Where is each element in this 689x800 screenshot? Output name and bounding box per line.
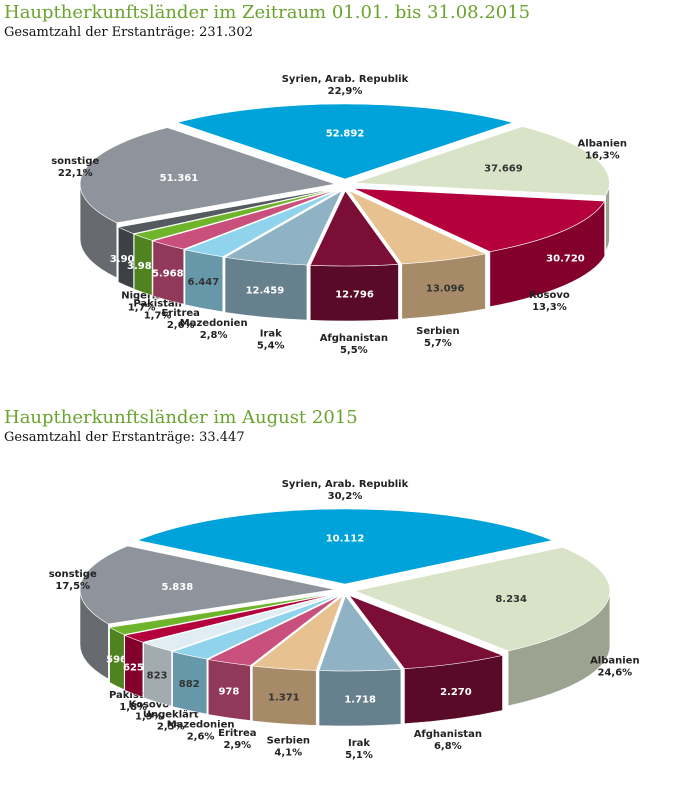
value-label: 3.988 <box>127 261 159 272</box>
category-label: Eritrea <box>218 728 256 739</box>
category-label: Eritrea <box>161 308 199 319</box>
slice <box>207 595 341 666</box>
value-label: 5.968 <box>152 269 184 280</box>
category-label: Serbien <box>416 326 459 337</box>
share-label: 22,1% <box>58 168 93 179</box>
value-label: 30.720 <box>546 253 585 264</box>
slice <box>318 595 402 672</box>
share-label: 2,5% <box>157 721 185 732</box>
slice <box>353 546 611 652</box>
category-label: sonstige <box>51 156 99 167</box>
category-label: Kosovo <box>129 699 170 710</box>
value-label: 882 <box>179 679 200 690</box>
value-label: 6.447 <box>188 277 220 288</box>
category-label: Syrien, Arab. Republik <box>282 74 409 85</box>
value-label: 37.669 <box>484 163 523 174</box>
category-label: Syrien, Arab. Republik <box>282 479 409 490</box>
chart-subtitle: Gesamtzahl der Erstanträge: 231.302 <box>4 25 253 40</box>
value-label: 1.718 <box>344 694 376 705</box>
slice <box>79 545 336 625</box>
share-label: 2,9% <box>223 740 251 751</box>
value-label: 10.112 <box>326 534 365 545</box>
category-label: Afghanistan <box>320 333 388 344</box>
category-label: Afghanistan <box>414 729 482 740</box>
chart-title: Hauptherkunftsländer im Zeitraum 01.01. … <box>4 2 530 23</box>
slice <box>353 188 606 252</box>
share-label: 30,2% <box>328 491 363 502</box>
share-label: 5,1% <box>345 750 373 761</box>
value-label: 596 <box>106 655 127 666</box>
slice <box>348 594 504 669</box>
slice <box>151 189 339 250</box>
share-label: 6,8% <box>434 741 462 752</box>
category-label: Mazedonien <box>167 719 235 730</box>
value-label: 978 <box>218 686 239 697</box>
slice <box>171 594 340 660</box>
category-label: Irak <box>260 328 282 339</box>
slice <box>184 189 340 258</box>
share-label: 1,9% <box>135 711 163 722</box>
slice <box>309 190 400 267</box>
category-label: Serbien <box>267 735 310 746</box>
slice <box>347 189 487 265</box>
chart-subtitle: Gesamtzahl der Erstanträge: 33.447 <box>4 430 245 445</box>
share-label: 5,7% <box>424 338 452 349</box>
share-label: 22,9% <box>328 86 363 97</box>
category-label: Pakistan <box>133 299 182 310</box>
slice <box>251 594 344 671</box>
category-label: sonstige <box>49 569 97 580</box>
slice <box>136 508 554 585</box>
category-label: Nigeria <box>121 290 162 301</box>
share-label: 5,4% <box>257 340 285 351</box>
slice <box>176 103 514 180</box>
value-label: 51.361 <box>160 173 199 184</box>
value-label: 12.459 <box>246 286 285 297</box>
value-label: 52.892 <box>326 129 365 140</box>
value-label: 5.838 <box>162 582 194 593</box>
value-label: 823 <box>147 671 168 682</box>
slice <box>224 189 343 266</box>
value-label: 13.096 <box>426 283 465 294</box>
slice <box>108 592 337 635</box>
slice <box>133 188 338 241</box>
share-label: 4,1% <box>274 747 302 758</box>
slice <box>123 593 338 643</box>
category-label: Pakistan <box>109 690 158 701</box>
chart-title: Hauptherkunftsländer im August 2015 <box>4 407 358 428</box>
category-label: Mazedonien <box>180 318 248 329</box>
share-label: 17,5% <box>55 581 90 592</box>
share-label: 2,8% <box>200 330 228 341</box>
category-label: Albanien <box>590 656 640 667</box>
share-label: 24,6% <box>597 668 632 679</box>
value-label: 2.270 <box>440 687 472 698</box>
slice <box>117 188 337 235</box>
value-label: 625 <box>123 662 144 673</box>
category-label: Kosovo <box>529 290 570 301</box>
value-label: 3.906 <box>110 254 142 265</box>
share-label: 2,6% <box>187 731 215 742</box>
slice <box>79 127 336 224</box>
category-label: Albanien <box>578 139 628 150</box>
share-label: 5,5% <box>340 345 368 356</box>
value-label: 12.796 <box>335 289 374 300</box>
share-label: 1,7% <box>144 311 172 322</box>
share-label: 1,8% <box>119 702 147 713</box>
value-label: 8.234 <box>495 594 527 605</box>
value-label: 1.371 <box>268 692 300 703</box>
share-label: 13,3% <box>532 302 567 313</box>
category-label: Irak <box>348 738 370 749</box>
category-label: Ungeklärt <box>143 709 199 720</box>
share-label: 1,7% <box>128 302 156 313</box>
slice <box>354 126 610 197</box>
share-label: 16,3% <box>585 151 620 162</box>
share-label: 2,6% <box>167 320 195 331</box>
slice <box>142 593 339 652</box>
